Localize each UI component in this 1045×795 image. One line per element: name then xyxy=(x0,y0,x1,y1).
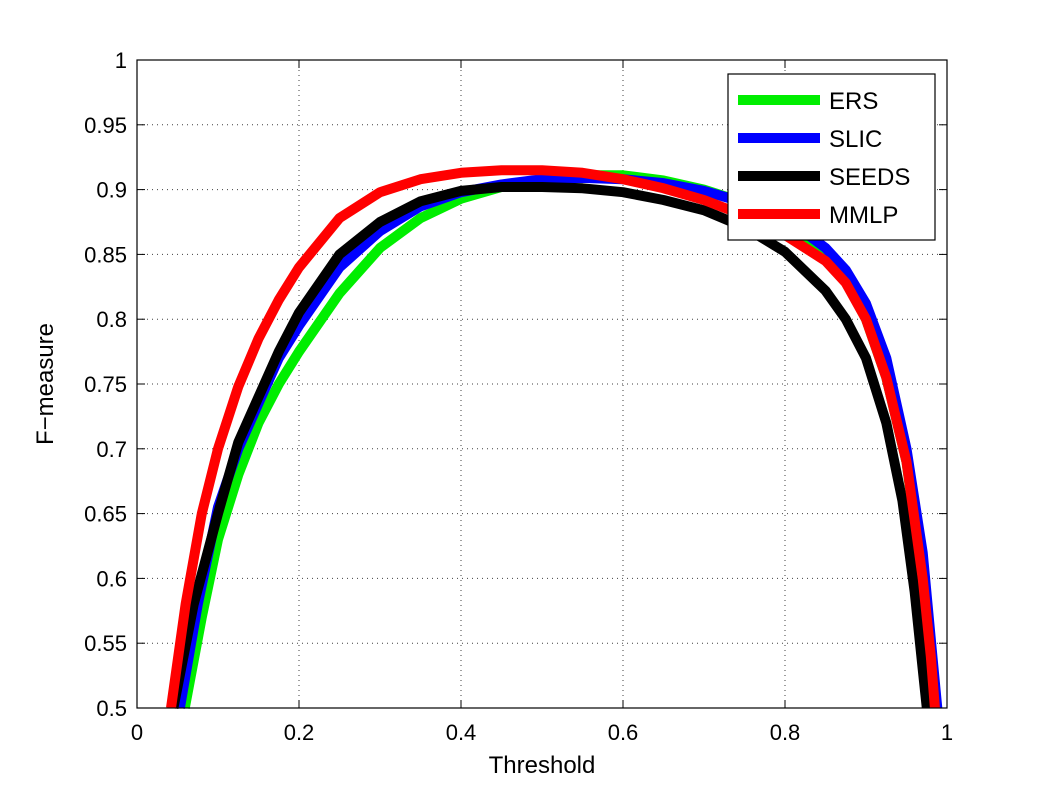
x-tick-label: 0 xyxy=(131,720,143,745)
legend-label-mmlp: MMLP xyxy=(829,202,898,229)
x-tick-label: 0.8 xyxy=(770,720,801,745)
x-tick-label: 0.4 xyxy=(446,720,477,745)
y-axis-label: F−measure xyxy=(32,323,59,445)
legend-label-seeds: SEEDS xyxy=(829,164,910,191)
y-tick-label: 0.55 xyxy=(84,631,127,656)
y-tick-label: 0.75 xyxy=(84,372,127,397)
y-tick-label: 0.5 xyxy=(96,696,127,721)
x-axis-label: Threshold xyxy=(489,752,596,779)
x-tick-label: 1 xyxy=(941,720,953,745)
plot-lines xyxy=(166,165,943,709)
y-tick-label: 1 xyxy=(115,48,127,73)
legend-label-slic: SLIC xyxy=(829,126,882,153)
x-tick-label: 0.2 xyxy=(284,720,315,745)
y-tick-label: 0.6 xyxy=(96,566,127,591)
legend-label-ers: ERS xyxy=(829,88,878,115)
y-tick-label: 0.9 xyxy=(96,178,127,203)
y-tick-label: 0.95 xyxy=(84,113,127,138)
series-line-seeds xyxy=(168,182,932,709)
y-tick-label: 0.8 xyxy=(96,307,127,332)
x-tick-label: 0.6 xyxy=(608,720,639,745)
y-tick-label: 0.65 xyxy=(84,502,127,527)
legend: ERS SLIC SEEDS MMLP xyxy=(727,73,936,241)
y-tick-label: 0.85 xyxy=(84,242,127,267)
y-tick-label: 0.7 xyxy=(96,437,127,462)
series-line-mmlp xyxy=(166,165,940,709)
axis-ticks: 0 0.2 0.4 0.6 0.8 1 0.5 0.55 0.6 0.65 0.7 0.75 0.8 0.… xyxy=(84,48,953,745)
